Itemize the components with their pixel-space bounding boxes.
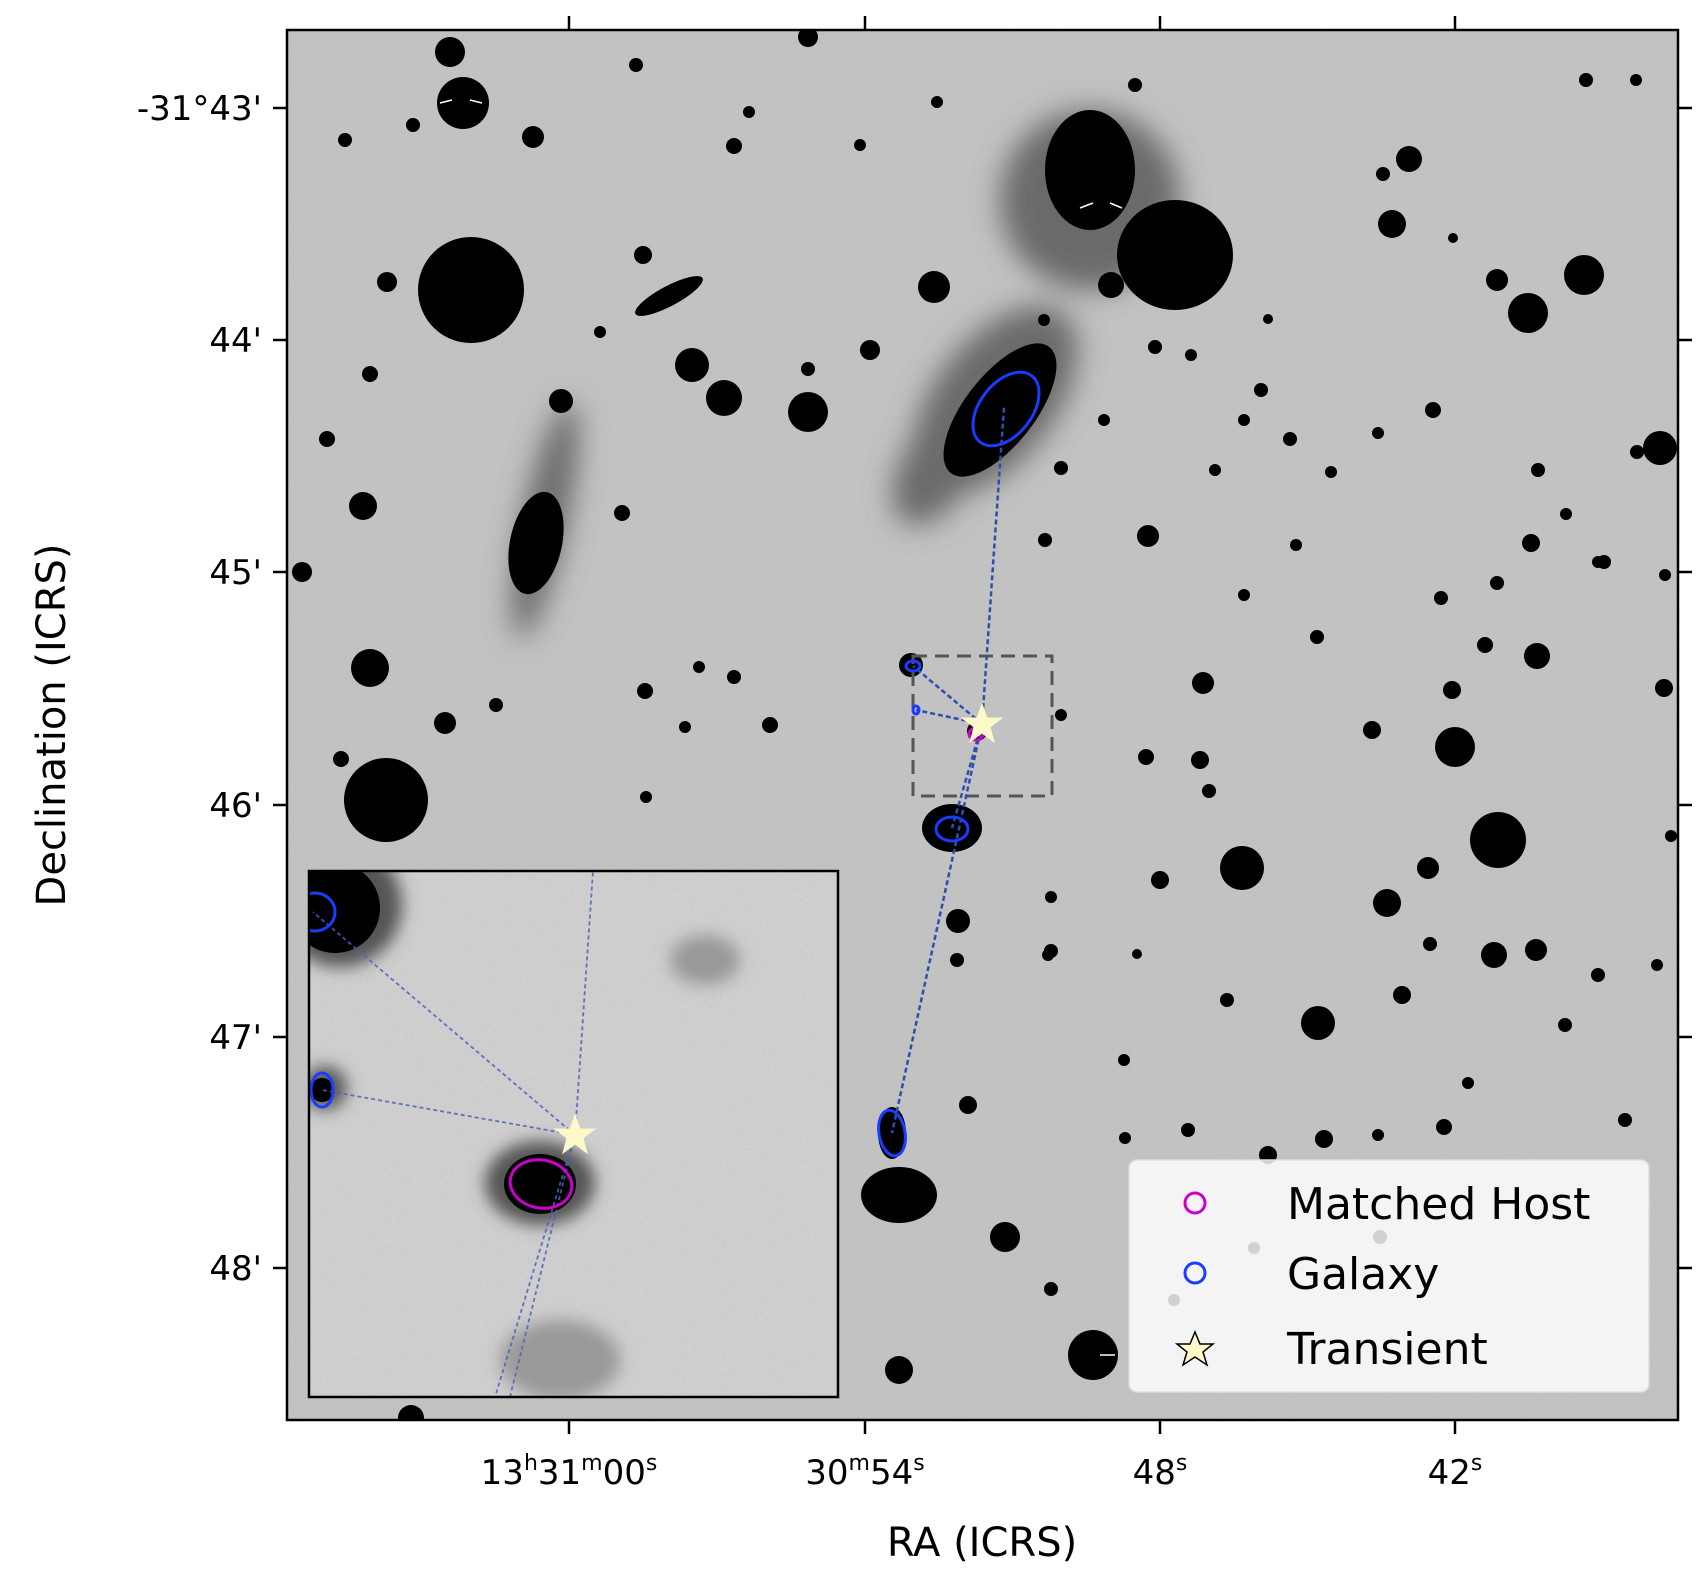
matched-host-legend-icon: [1183, 1191, 1207, 1215]
x-axis-title: RA (ICRS): [887, 1520, 1077, 1566]
sky-image: [287, 30, 1678, 1420]
galaxy-aperture: [904, 659, 922, 673]
y-tick-labels: -31°43' 44' 45' 46' 47' 48': [137, 89, 262, 1289]
y-tick-label: 46': [209, 786, 262, 826]
inset-matched-host-aperture: [508, 1158, 574, 1210]
legend-label: Matched Host: [1287, 1179, 1590, 1230]
galaxy-aperture: [934, 815, 970, 843]
x-tick-label: 42s: [1428, 1451, 1483, 1493]
legend-label: Galaxy: [1287, 1249, 1439, 1300]
inset-galaxy-aperture: [309, 1071, 335, 1109]
y-tick-label: 47': [209, 1018, 262, 1058]
galaxy-aperture: [971, 370, 1041, 448]
axes: -31°43' 44' 45' 46' 47' 48' 13h31m00s 30…: [29, 16, 1692, 1566]
x-tick-label: 48s: [1133, 1451, 1188, 1493]
inset-zoom: [307, 869, 840, 1399]
legend-label: Transient: [1286, 1324, 1488, 1375]
x-tick-label: 30m54s: [805, 1451, 924, 1493]
x-tick-labels: 13h31m00s 30m54s 48s 42s: [481, 1451, 1483, 1493]
y-tick-label: 44': [209, 321, 262, 361]
y-tick-label: -31°43': [137, 89, 262, 129]
legend-item-matched-host: Matched Host: [1183, 1179, 1590, 1230]
y-tick-label: 45': [209, 553, 262, 593]
zoom-region-box: [911, 654, 1054, 798]
galaxy-apertures: [877, 370, 1041, 1158]
x-tick-label: 13h31m00s: [481, 1451, 658, 1493]
inset-galaxy-aperture: [309, 891, 337, 933]
y-tick-label: 48': [209, 1249, 262, 1289]
legend: Matched Host Galaxy Transient: [1128, 1159, 1650, 1393]
inset-transient-marker: [553, 1113, 597, 1155]
star-legend-icon: [1174, 1330, 1216, 1367]
galaxy-legend-icon: [1183, 1261, 1207, 1285]
galaxy-aperture: [877, 1108, 907, 1158]
y-axis-title: Declination (ICRS): [29, 544, 75, 907]
legend-item-transient: Transient: [1174, 1324, 1488, 1375]
galaxy-aperture: [911, 704, 921, 716]
legend-item-galaxy: Galaxy: [1183, 1249, 1439, 1300]
transient-marker: [960, 702, 1004, 744]
